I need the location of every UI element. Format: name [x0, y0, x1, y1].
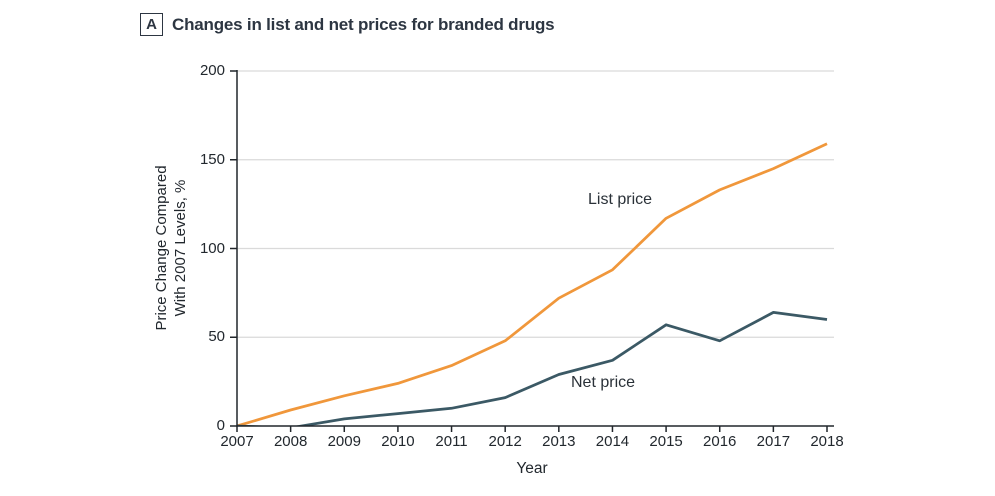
x-tick-label-2011: 2011 — [435, 433, 468, 450]
panel-header: A Changes in list and net prices for bra… — [140, 13, 555, 36]
series-line-list-price — [236, 142, 828, 427]
x-tick-label-2012: 2012 — [488, 433, 522, 450]
series-label-list-price: List price — [588, 191, 653, 208]
series-line-net-price — [236, 311, 828, 427]
x-tick-label-2013: 2013 — [542, 433, 576, 450]
y-tick-label-0: 0 — [216, 417, 225, 434]
x-tick-label-2009: 2009 — [327, 433, 361, 450]
y-tick-label-50: 50 — [208, 328, 225, 346]
panel-letter-box: A — [140, 13, 163, 36]
y-tick-label-200: 200 — [199, 62, 225, 79]
x-tick-label-2016: 2016 — [703, 433, 737, 450]
y-tick-label-150: 150 — [199, 150, 225, 168]
x-tick-label-2010: 2010 — [381, 433, 415, 450]
panel-title: Changes in list and net prices for brand… — [172, 14, 555, 34]
x-tick-label-2007: 2007 — [220, 433, 254, 450]
y-tick-label-100: 100 — [199, 239, 225, 257]
x-tick-label-2015: 2015 — [649, 433, 683, 450]
x-tick-label-2008: 2008 — [273, 433, 308, 450]
x-tick-label-2018: 2018 — [810, 433, 844, 450]
x-tick-label-2017: 2017 — [756, 433, 791, 450]
x-axis-title: Year — [516, 460, 548, 477]
series-label-net-price: Net price — [571, 374, 636, 391]
x-tick-label-2014: 2014 — [595, 433, 630, 450]
